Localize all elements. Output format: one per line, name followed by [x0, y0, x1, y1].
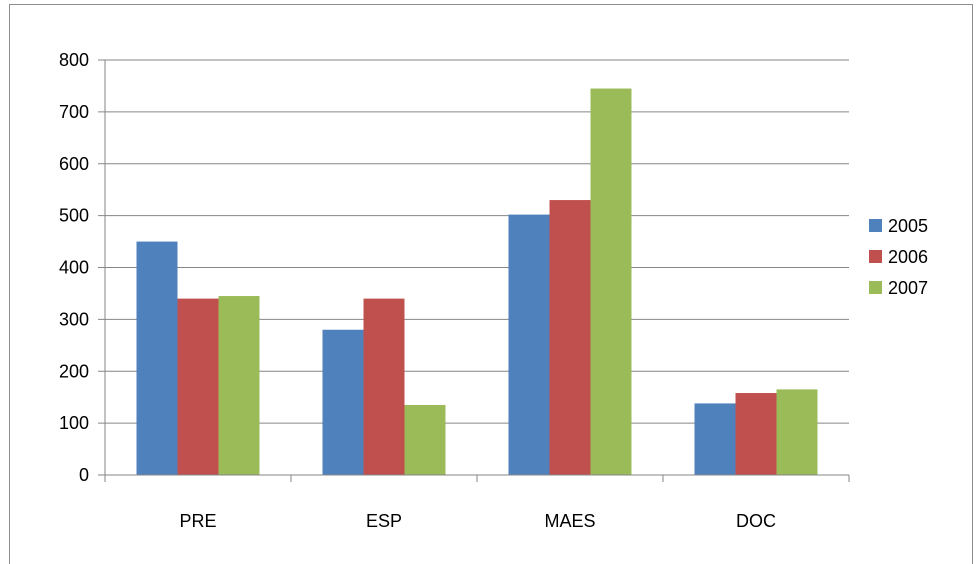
bars [136, 88, 818, 475]
bar-esp-2005 [322, 329, 364, 475]
x-tick-label-esp: ESP [366, 511, 402, 531]
legend-label-2005: 2005 [888, 216, 928, 236]
bar-maes-2005 [508, 214, 550, 475]
bar-esp-2006 [363, 298, 405, 475]
y-tick-label-200: 200 [59, 361, 89, 381]
x-tick-label-maes: MAES [544, 511, 595, 531]
legend-swatch-2006 [869, 250, 882, 263]
y-tick-label-0: 0 [79, 465, 89, 485]
legend-label-2007: 2007 [888, 278, 928, 298]
y-tick-label-500: 500 [59, 206, 89, 226]
x-tick-label-pre: PRE [179, 511, 216, 531]
bar-maes-2006 [549, 200, 591, 475]
y-tick-label-800: 800 [59, 50, 89, 70]
y-tick-label-300: 300 [59, 309, 89, 329]
y-axis-ticks: 0 100 200 300 400 500 600 700 800 [59, 50, 105, 485]
bar-pre-2006 [177, 298, 219, 475]
legend-label-2006: 2006 [888, 247, 928, 267]
legend: 2005 2006 2007 [869, 216, 928, 298]
x-tick-label-doc: DOC [736, 511, 776, 531]
y-tick-label-100: 100 [59, 413, 89, 433]
bar-maes-2007 [590, 88, 632, 475]
legend-swatch-2005 [869, 219, 882, 232]
y-tick-label-400: 400 [59, 258, 89, 278]
y-tick-label-700: 700 [59, 102, 89, 122]
bar-esp-2007 [404, 404, 446, 475]
x-axis-labels: PRE ESP MAES DOC [179, 511, 776, 531]
bar-doc-2006 [735, 393, 777, 475]
bar-pre-2005 [136, 241, 178, 475]
bar-pre-2007 [218, 296, 260, 475]
bar-doc-2007 [776, 389, 818, 475]
y-tick-label-600: 600 [59, 154, 89, 174]
legend-swatch-2007 [869, 281, 882, 294]
bar-doc-2005 [694, 403, 736, 475]
